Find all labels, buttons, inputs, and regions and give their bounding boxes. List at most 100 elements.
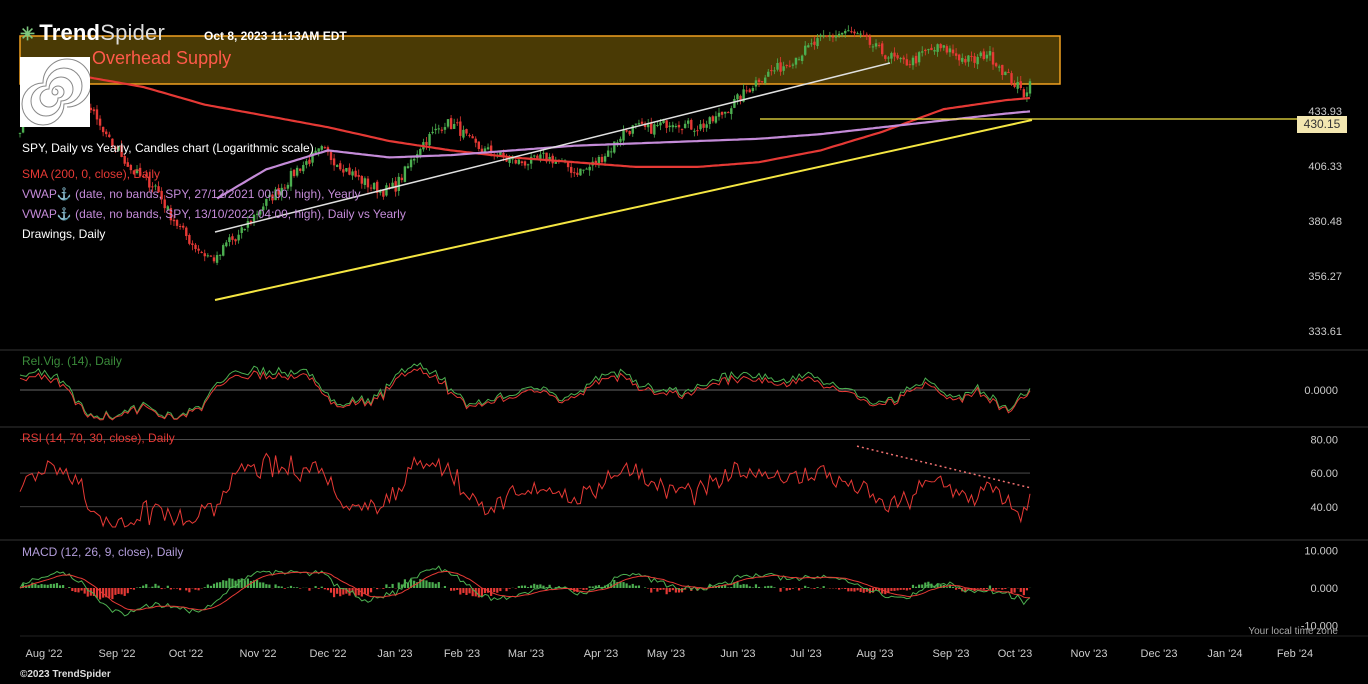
overhead-supply-label: Overhead Supply: [92, 48, 232, 68]
macd-histogram-bar: [225, 580, 228, 588]
macd-histogram-bar: [326, 588, 330, 591]
macd-histogram-bar: [437, 582, 440, 588]
macd-histogram-bar: [720, 585, 724, 588]
macd-histogram-bar: [299, 588, 302, 589]
macd-histogram-bar: [631, 583, 634, 588]
macd-histogram-bar: [951, 586, 955, 588]
candle-body: [810, 43, 813, 45]
macd-histogram-bar: [616, 581, 619, 588]
candle-body: [877, 44, 881, 46]
macd-histogram-bar: [582, 588, 585, 590]
candle-body: [763, 77, 767, 84]
candle-body: [1007, 72, 1010, 74]
candle-body: [720, 111, 724, 115]
candle-body: [382, 189, 385, 197]
candle-body: [834, 35, 838, 38]
macd-histogram-bar: [939, 585, 942, 588]
macd-histogram-bar: [622, 582, 625, 588]
axis-labels: 433.93 406.33 380.48 356.27 333.61 0.0000 80.0…: [26, 106, 1342, 660]
macd-histogram-bar: [662, 588, 665, 590]
macd-histogram-bar: [120, 588, 123, 595]
candle-body: [178, 225, 182, 227]
candle-body: [117, 146, 120, 151]
macd-histogram-bar: [1025, 588, 1029, 591]
candle-body: [295, 167, 299, 176]
candle-body: [714, 116, 718, 123]
candle-body: [677, 124, 681, 128]
macd-histogram-bar: [86, 588, 89, 597]
candle-body: [594, 160, 598, 164]
macd-histogram-bar: [671, 588, 674, 591]
candle-body: [459, 121, 462, 136]
candle-body: [249, 220, 253, 223]
macd-histogram-bar: [899, 588, 902, 590]
macd-histogram-bar: [80, 588, 83, 591]
candle-body: [773, 70, 776, 72]
macd-histogram-bar: [345, 588, 348, 594]
macd-histogram-bar: [102, 588, 105, 598]
macd-histogram-bar: [363, 588, 366, 594]
candle-body: [967, 55, 970, 62]
candle-body: [456, 122, 459, 124]
macd-histogram-bar: [108, 588, 111, 598]
macd-histogram-bar: [674, 588, 677, 593]
candle-body: [262, 206, 265, 211]
candle-body: [95, 109, 99, 120]
candle-body: [813, 41, 816, 45]
macd-histogram-bar: [668, 588, 671, 592]
candle-body: [908, 64, 912, 66]
macd-histogram-bar: [625, 583, 628, 588]
x-tick-label: May '23: [647, 648, 685, 660]
x-tick-label: Oct '22: [169, 648, 204, 660]
candle-body: [98, 118, 102, 126]
candle-body: [243, 229, 246, 231]
candle-body: [733, 98, 736, 108]
candle-body: [317, 148, 320, 152]
macd-histogram-bar: [117, 588, 120, 595]
macd-histogram-bar: [871, 588, 875, 593]
candle-body: [625, 130, 628, 132]
price-tick-label: 333.61: [1308, 326, 1342, 338]
macd-histogram-bar: [542, 585, 545, 588]
candle-body: [274, 189, 277, 201]
macd-histogram-bar: [677, 588, 681, 593]
candle-body: [197, 248, 200, 251]
candle-body: [884, 55, 887, 59]
macd-histogram-bar: [1001, 588, 1004, 590]
candle-body: [126, 162, 129, 167]
macd-histogram-bar: [105, 588, 108, 598]
macd-histogram-bar: [921, 584, 924, 588]
candle-body: [240, 227, 243, 233]
candle-body: [1019, 81, 1022, 89]
candle-body: [723, 111, 727, 114]
macd-histogram-bar: [964, 588, 967, 593]
x-tick-label: Aug '22: [26, 648, 63, 660]
candle-body: [123, 155, 126, 164]
macd-histogram-bar: [259, 582, 262, 588]
candle-body: [816, 38, 819, 47]
candle-body: [305, 161, 308, 165]
macd-histogram-bar: [813, 588, 816, 589]
candle-body: [163, 199, 166, 209]
candle-body: [622, 130, 625, 141]
candle-body: [911, 57, 915, 66]
candle-body: [357, 175, 360, 177]
candle-body: [462, 129, 465, 138]
candle-body: [135, 169, 139, 174]
candle-body: [388, 186, 391, 188]
upper-channel-line: [214, 62, 891, 233]
candle-body: [212, 257, 216, 262]
candle-body: [419, 148, 422, 156]
candle-body: [807, 45, 810, 48]
macd-histogram-bar: [607, 584, 610, 588]
candle-body: [751, 88, 755, 92]
candle-body: [945, 46, 949, 53]
candle-body: [921, 51, 924, 53]
macd-histogram-bar: [68, 587, 71, 588]
candle-body: [141, 176, 145, 178]
macd-histogram-bar: [517, 586, 520, 588]
macd-histogram-bar: [111, 588, 114, 600]
macd-histogram-bar: [296, 587, 299, 588]
candle-body: [979, 52, 982, 57]
